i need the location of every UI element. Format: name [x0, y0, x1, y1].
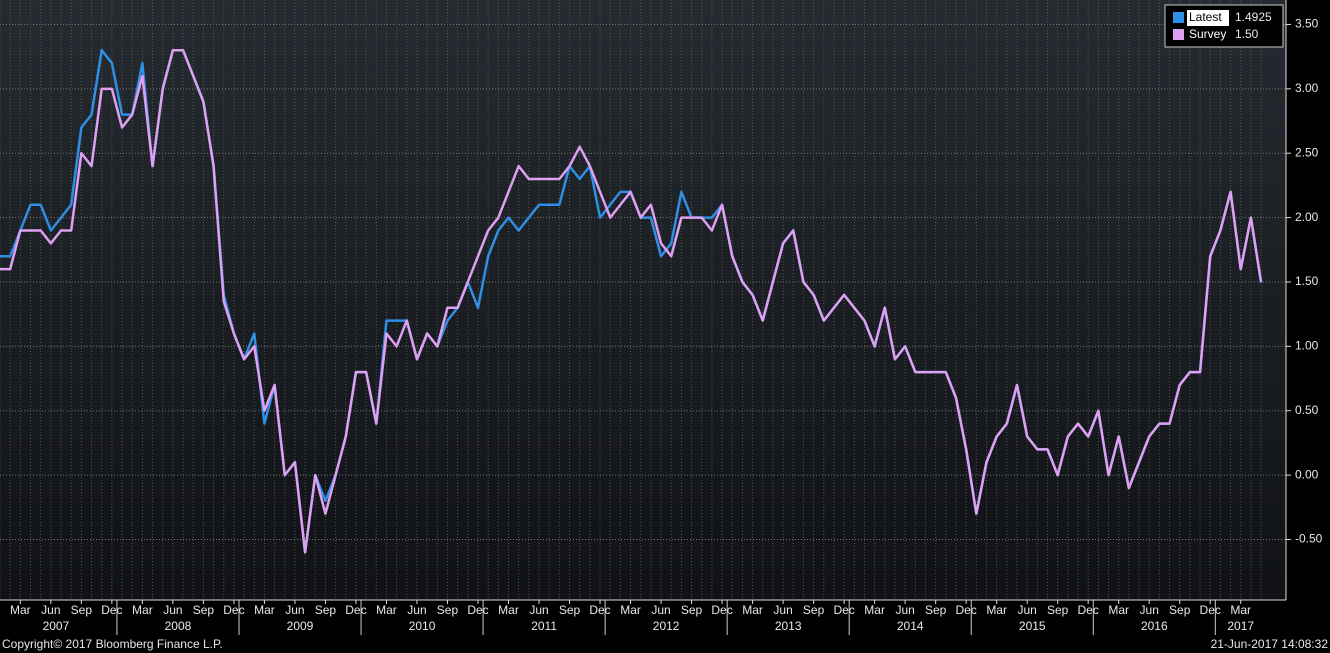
y-tick-label: 1.00 [1295, 339, 1319, 353]
x-tick-label: Jun [1140, 603, 1159, 617]
x-tick-label: Sep [315, 603, 337, 617]
legend-name: Latest [1189, 10, 1222, 24]
footer-copyright: Copyright© 2017 Bloomberg Finance L.P. [2, 637, 223, 651]
y-tick-label: 2.50 [1295, 145, 1319, 159]
x-tick-label: Dec [1200, 603, 1221, 617]
x-tick-label: Jun [41, 603, 60, 617]
x-tick-label: Jun [773, 603, 792, 617]
x-tick-label: Jun [1017, 603, 1036, 617]
x-tick-label: Mar [498, 603, 519, 617]
legend-swatch [1173, 29, 1184, 40]
x-tick-label: Sep [681, 603, 703, 617]
legend: Latest 1.4925 Survey 1.50 [1164, 4, 1284, 48]
y-tick-label: 2.00 [1295, 210, 1319, 224]
x-tick-label: Mar [254, 603, 275, 617]
x-tick-label: Dec [955, 603, 976, 617]
y-tick-label: -0.50 [1295, 532, 1323, 546]
axes: 3.50 3.00 2.50 2.00 1.50 1.00 0.50 0.00 -0.50 Mar… [10, 17, 1323, 635]
y-tick-label: 3.50 [1295, 17, 1319, 31]
y-tick-label: 0.00 [1295, 467, 1319, 481]
x-tick-label: Dec [833, 603, 854, 617]
x-tick-label: Dec [711, 603, 732, 617]
x-tick-label: Mar [1108, 603, 1129, 617]
x-tick-label: Mar [1230, 603, 1251, 617]
year-label: 2011 [531, 619, 557, 633]
x-tick-label: Mar [132, 603, 153, 617]
x-tick-label: Jun [529, 603, 548, 617]
lines [0, 48, 1263, 554]
x-tick-label: Sep [559, 603, 581, 617]
year-label: 2013 [775, 619, 802, 633]
x-tick-label: Dec [467, 603, 488, 617]
legend-value: 1.50 [1235, 27, 1259, 41]
year-label: 2016 [1141, 619, 1168, 633]
y-tick-label: 3.00 [1295, 81, 1319, 95]
y-tick-label: 0.50 [1295, 403, 1319, 417]
x-tick-label: Mar [742, 603, 763, 617]
year-label: 2015 [1019, 619, 1046, 633]
x-tick-label: Mar [986, 603, 1007, 617]
legend-name-bg [1187, 10, 1229, 26]
x-tick-label: Mar [10, 603, 31, 617]
x-tick-label: Dec [345, 603, 366, 617]
x-tick-label: Dec [589, 603, 610, 617]
legend-swatch [1173, 12, 1184, 23]
x-tick-label: Jun [163, 603, 182, 617]
x-tick-label: Sep [71, 603, 93, 617]
x-tick-label: Mar [376, 603, 397, 617]
x-tick-label: Sep [193, 603, 215, 617]
year-label: 2014 [897, 619, 924, 633]
x-tick-label: Jun [407, 603, 426, 617]
x-tick-label: Jun [895, 603, 914, 617]
x-tick-label: Mar [864, 603, 885, 617]
x-tick-label: Sep [1047, 603, 1069, 617]
year-label: 2009 [287, 619, 314, 633]
footer-timestamp: 21-Jun-2017 14:08:32 [1211, 637, 1329, 651]
legend-value: 1.4925 [1235, 10, 1272, 24]
x-tick-label: Jun [651, 603, 670, 617]
year-label: 2012 [653, 619, 680, 633]
x-tick-label: Mar [620, 603, 641, 617]
year-label: 2017 [1227, 619, 1254, 633]
x-tick-label: Sep [437, 603, 459, 617]
year-label: 2007 [43, 619, 70, 633]
x-tick-label: Sep [803, 603, 825, 617]
y-tick-label: 1.50 [1295, 274, 1319, 288]
x-tick-label: Jun [285, 603, 304, 617]
x-tick-label: Sep [1169, 603, 1191, 617]
x-tick-label: Sep [925, 603, 947, 617]
series-line [0, 48, 1263, 554]
x-tick-label: Dec [223, 603, 244, 617]
x-tick-label: Dec [1078, 603, 1099, 617]
year-label: 2010 [409, 619, 436, 633]
year-label: 2008 [165, 619, 192, 633]
plot-area [0, 0, 1286, 600]
legend-name: Survey [1189, 27, 1226, 41]
legend-name-bg [1187, 27, 1229, 43]
x-tick-label: Dec [101, 603, 122, 617]
